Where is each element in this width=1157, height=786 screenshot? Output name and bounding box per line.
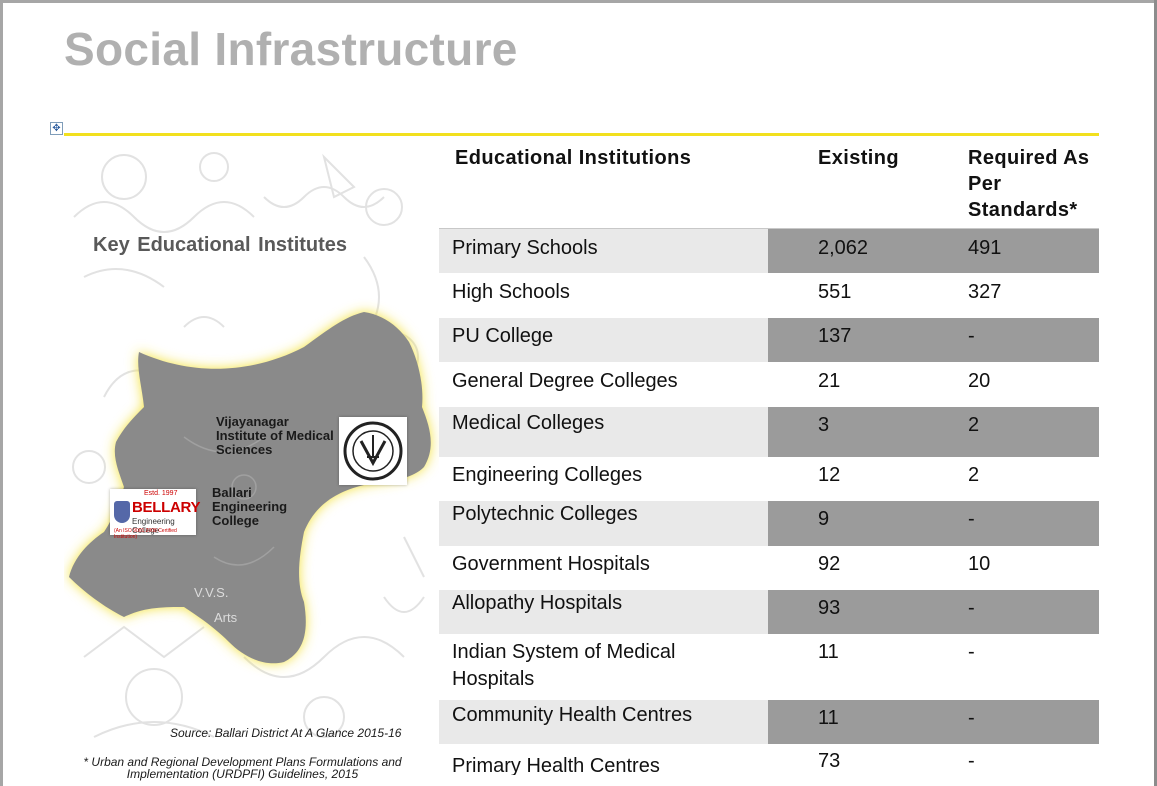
row-existing: 21 xyxy=(818,370,841,392)
row-name: Primary Schools xyxy=(452,237,598,259)
table-row: PU College 137 - xyxy=(439,318,1099,362)
header-institutions: Educational Institutions xyxy=(455,147,692,169)
row-name: High Schools xyxy=(452,281,570,303)
row-existing: 12 xyxy=(818,464,841,486)
row-name: Primary Health Centres xyxy=(452,755,660,775)
row-required: - xyxy=(968,707,975,729)
window-frame-top xyxy=(0,0,1157,3)
logo-name-text: BELLARY xyxy=(132,499,201,516)
row-existing: 137 xyxy=(818,325,852,347)
row-existing: 92 xyxy=(818,553,841,575)
logo-sub-text: Engineering College xyxy=(132,517,175,535)
vvs-label: V.V.S. xyxy=(194,585,229,600)
logo-foot-text: (An ISO 9001:2008 Certified Institution) xyxy=(114,528,177,540)
row-required: - xyxy=(968,750,975,772)
row-name: Community Health Centres xyxy=(452,704,693,726)
row-name: General Degree Colleges xyxy=(452,370,678,392)
vims-seal-icon xyxy=(343,421,403,481)
row-existing: 93 xyxy=(818,597,841,619)
table-row: Primary Health Centres 73 - xyxy=(439,744,1099,775)
row-required: 327 xyxy=(968,281,1002,303)
header-existing: Existing xyxy=(818,147,899,169)
title-divider xyxy=(64,133,1099,136)
row-name: Government Hospitals xyxy=(452,553,650,575)
row-name: Allopathy Hospitals xyxy=(452,592,623,614)
row-existing: 11 xyxy=(818,641,839,663)
table-row: Primary Schools 2,062 491 xyxy=(439,229,1099,273)
table-row: Government Hospitals 92 10 xyxy=(439,546,1099,590)
header-required: Required As Per Standards* xyxy=(968,147,1090,221)
table-row: Medical Colleges 3 2 xyxy=(439,407,1099,457)
window-frame-left xyxy=(0,0,3,786)
row-name: Indian System of Medical Hospitals xyxy=(452,641,676,690)
table-row: Engineering Colleges 12 2 xyxy=(439,457,1099,501)
row-required: 20 xyxy=(968,370,991,392)
row-existing: 551 xyxy=(818,281,852,303)
footnote: * Urban and Regional Development Plans F… xyxy=(83,755,402,781)
row-name: Polytechnic Colleges xyxy=(452,503,638,525)
table-row: High Schools 551 327 xyxy=(439,273,1099,318)
institutions-table: Educational Institutions Existing Requir… xyxy=(439,137,1099,775)
table-header: Educational Institutions Existing Requir… xyxy=(439,137,1099,229)
college-emblem-icon xyxy=(114,501,130,523)
table-row: Indian System of Medical Hospitals 11 - xyxy=(439,634,1099,700)
map-panel: Key Educational Institutes Vijayanagar I… xyxy=(64,137,439,777)
row-required: - xyxy=(968,641,975,663)
doodle-background xyxy=(69,152,431,738)
row-existing: 9 xyxy=(818,508,830,530)
key-institutes-label: Key Educational Institutes xyxy=(93,234,348,256)
row-required: 2 xyxy=(968,414,980,436)
logo-est-text: Estd. 1997 xyxy=(144,490,178,497)
table-row: Allopathy Hospitals 93 - xyxy=(439,590,1099,634)
row-name: Engineering Colleges xyxy=(452,464,643,486)
row-existing: 73 xyxy=(818,750,841,772)
window-frame-right xyxy=(1154,0,1157,786)
row-required: 491 xyxy=(968,237,1002,259)
district-map xyxy=(69,312,431,664)
row-existing: 3 xyxy=(818,414,830,436)
other-institute-label: Arts xyxy=(214,610,238,625)
vims-label: Vijayanagar Institute of Medical Science… xyxy=(216,414,334,457)
row-existing: 11 xyxy=(818,707,839,729)
row-required: - xyxy=(968,325,975,347)
row-required: 2 xyxy=(968,464,980,486)
source-note: Source: Ballari District At A Glance 201… xyxy=(170,726,402,740)
row-name: Medical Colleges xyxy=(452,412,605,434)
slide-title: Social Infrastructure xyxy=(64,23,518,75)
row-required: - xyxy=(968,508,975,530)
vims-seal-logo xyxy=(339,417,407,485)
bellary-college-logo: Estd. 1997 BELLARY Engineering College (… xyxy=(110,489,200,540)
row-existing: 2,062 xyxy=(818,237,869,259)
table-row: General Degree Colleges 21 20 xyxy=(439,362,1099,407)
table-move-handle-icon[interactable]: ✥ xyxy=(50,122,63,135)
table-row: Community Health Centres 11 - xyxy=(439,700,1099,744)
row-required: - xyxy=(968,597,975,619)
row-name: PU College xyxy=(452,325,554,347)
row-required: 10 xyxy=(968,553,991,575)
table-row: Polytechnic Colleges 9 - xyxy=(439,501,1099,546)
bec-label: Ballari Engineering College xyxy=(212,485,288,528)
